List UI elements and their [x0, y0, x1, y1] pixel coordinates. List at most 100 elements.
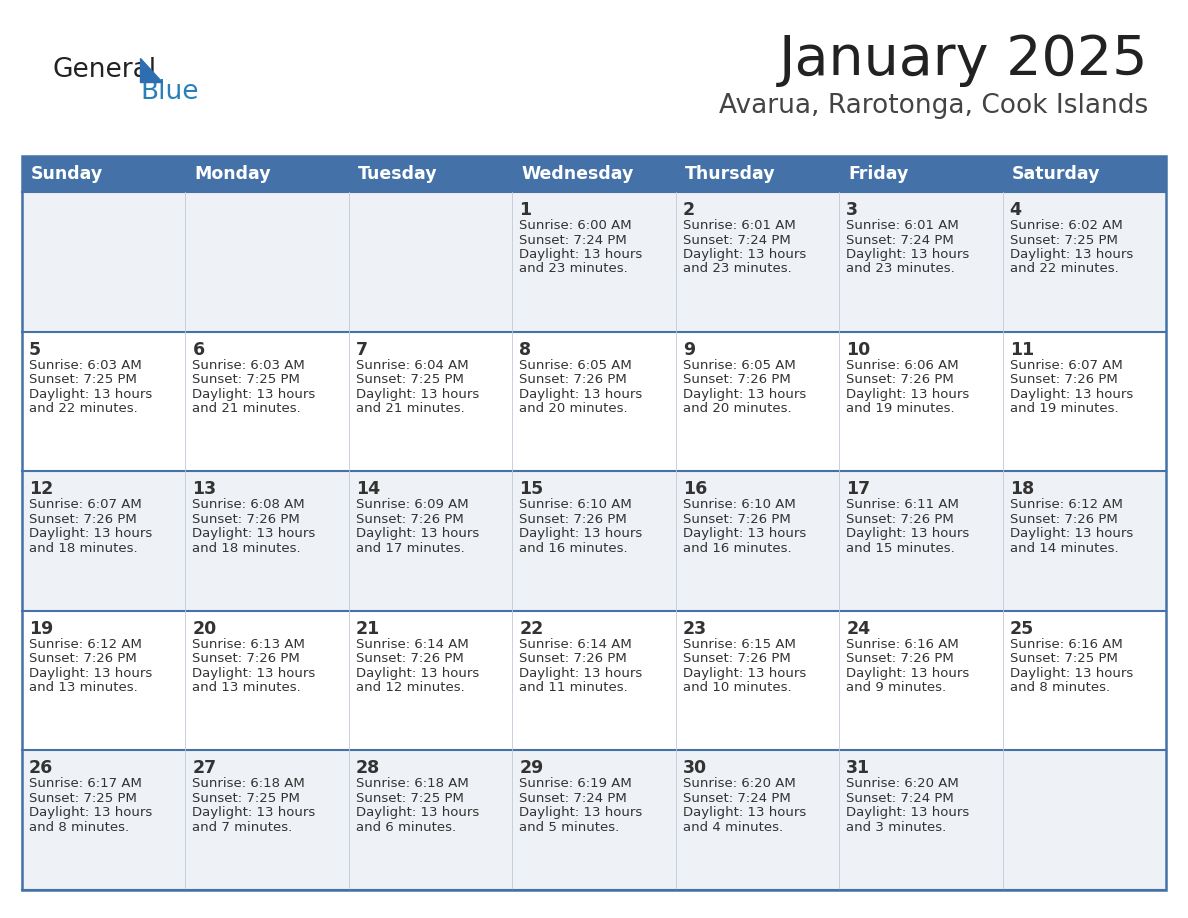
- Text: and 23 minutes.: and 23 minutes.: [846, 263, 955, 275]
- Text: Wednesday: Wednesday: [522, 165, 633, 183]
- Text: 10: 10: [846, 341, 871, 359]
- Text: and 17 minutes.: and 17 minutes.: [356, 542, 465, 554]
- Text: 23: 23: [683, 620, 707, 638]
- Text: and 13 minutes.: and 13 minutes.: [29, 681, 138, 694]
- Text: Monday: Monday: [195, 165, 271, 183]
- Text: Sunrise: 6:13 AM: Sunrise: 6:13 AM: [192, 638, 305, 651]
- Text: Sunset: 7:25 PM: Sunset: 7:25 PM: [192, 373, 301, 386]
- Text: Avarua, Rarotonga, Cook Islands: Avarua, Rarotonga, Cook Islands: [719, 93, 1148, 119]
- Text: Sunset: 7:24 PM: Sunset: 7:24 PM: [683, 233, 790, 247]
- Text: Sunset: 7:26 PM: Sunset: 7:26 PM: [846, 512, 954, 526]
- Bar: [512, 156, 676, 192]
- Text: 20: 20: [192, 620, 216, 638]
- Text: Sunset: 7:26 PM: Sunset: 7:26 PM: [356, 653, 463, 666]
- Text: Sunset: 7:26 PM: Sunset: 7:26 PM: [519, 653, 627, 666]
- Text: 14: 14: [356, 480, 380, 498]
- Text: 28: 28: [356, 759, 380, 778]
- Text: Daylight: 13 hours: Daylight: 13 hours: [846, 527, 969, 540]
- Text: Sunset: 7:24 PM: Sunset: 7:24 PM: [519, 792, 627, 805]
- Text: 29: 29: [519, 759, 544, 778]
- Text: General: General: [52, 57, 156, 83]
- Text: Friday: Friday: [848, 165, 909, 183]
- Text: Sunrise: 6:07 AM: Sunrise: 6:07 AM: [1010, 359, 1123, 372]
- Text: and 18 minutes.: and 18 minutes.: [192, 542, 301, 554]
- Text: and 21 minutes.: and 21 minutes.: [192, 402, 302, 415]
- Text: Sunset: 7:26 PM: Sunset: 7:26 PM: [192, 512, 301, 526]
- Text: Sunrise: 6:14 AM: Sunrise: 6:14 AM: [356, 638, 468, 651]
- Text: Sunset: 7:26 PM: Sunset: 7:26 PM: [683, 653, 790, 666]
- Polygon shape: [140, 58, 162, 82]
- Text: Sunset: 7:26 PM: Sunset: 7:26 PM: [1010, 512, 1118, 526]
- Text: and 9 minutes.: and 9 minutes.: [846, 681, 947, 694]
- Text: Sunset: 7:25 PM: Sunset: 7:25 PM: [356, 792, 463, 805]
- Text: 5: 5: [29, 341, 42, 359]
- Text: and 22 minutes.: and 22 minutes.: [29, 402, 138, 415]
- Text: Sunrise: 6:01 AM: Sunrise: 6:01 AM: [683, 219, 796, 232]
- Text: Daylight: 13 hours: Daylight: 13 hours: [519, 248, 643, 261]
- Text: and 10 minutes.: and 10 minutes.: [683, 681, 791, 694]
- Text: 7: 7: [356, 341, 368, 359]
- Text: 6: 6: [192, 341, 204, 359]
- Text: Daylight: 13 hours: Daylight: 13 hours: [519, 387, 643, 400]
- Text: January 2025: January 2025: [778, 33, 1148, 87]
- Text: Daylight: 13 hours: Daylight: 13 hours: [356, 527, 479, 540]
- Text: Tuesday: Tuesday: [358, 165, 437, 183]
- Text: Sunrise: 6:09 AM: Sunrise: 6:09 AM: [356, 498, 468, 511]
- Text: Daylight: 13 hours: Daylight: 13 hours: [356, 666, 479, 680]
- Text: Sunset: 7:25 PM: Sunset: 7:25 PM: [1010, 233, 1118, 247]
- Text: Daylight: 13 hours: Daylight: 13 hours: [29, 387, 152, 400]
- Text: 16: 16: [683, 480, 707, 498]
- Text: and 18 minutes.: and 18 minutes.: [29, 542, 138, 554]
- Text: Sunrise: 6:08 AM: Sunrise: 6:08 AM: [192, 498, 305, 511]
- Text: Sunset: 7:26 PM: Sunset: 7:26 PM: [192, 653, 301, 666]
- Text: Daylight: 13 hours: Daylight: 13 hours: [846, 666, 969, 680]
- Text: Sunrise: 6:14 AM: Sunrise: 6:14 AM: [519, 638, 632, 651]
- Text: Sunrise: 6:02 AM: Sunrise: 6:02 AM: [1010, 219, 1123, 232]
- Bar: [185, 156, 349, 192]
- Text: Daylight: 13 hours: Daylight: 13 hours: [29, 666, 152, 680]
- Text: 4: 4: [1010, 201, 1022, 219]
- Text: Sunrise: 6:20 AM: Sunrise: 6:20 AM: [846, 778, 959, 790]
- Text: Daylight: 13 hours: Daylight: 13 hours: [29, 527, 152, 540]
- Text: Sunrise: 6:16 AM: Sunrise: 6:16 AM: [846, 638, 959, 651]
- Text: and 4 minutes.: and 4 minutes.: [683, 821, 783, 834]
- Text: and 15 minutes.: and 15 minutes.: [846, 542, 955, 554]
- Text: Sunrise: 6:03 AM: Sunrise: 6:03 AM: [192, 359, 305, 372]
- Text: 17: 17: [846, 480, 871, 498]
- Text: 8: 8: [519, 341, 531, 359]
- Text: 30: 30: [683, 759, 707, 778]
- Text: Sunrise: 6:04 AM: Sunrise: 6:04 AM: [356, 359, 468, 372]
- Text: Sunset: 7:24 PM: Sunset: 7:24 PM: [683, 792, 790, 805]
- Text: Daylight: 13 hours: Daylight: 13 hours: [1010, 666, 1133, 680]
- Text: Sunrise: 6:10 AM: Sunrise: 6:10 AM: [519, 498, 632, 511]
- Text: and 3 minutes.: and 3 minutes.: [846, 821, 947, 834]
- Text: 2: 2: [683, 201, 695, 219]
- Text: 9: 9: [683, 341, 695, 359]
- Text: 25: 25: [1010, 620, 1034, 638]
- Text: Blue: Blue: [140, 79, 198, 105]
- Text: and 19 minutes.: and 19 minutes.: [846, 402, 955, 415]
- Text: 13: 13: [192, 480, 216, 498]
- Bar: [839, 156, 1003, 192]
- Bar: [23, 331, 1165, 471]
- Text: and 12 minutes.: and 12 minutes.: [356, 681, 465, 694]
- Text: Sunset: 7:25 PM: Sunset: 7:25 PM: [1010, 653, 1118, 666]
- Text: Daylight: 13 hours: Daylight: 13 hours: [846, 806, 969, 820]
- Text: Sunrise: 6:05 AM: Sunrise: 6:05 AM: [683, 359, 796, 372]
- Text: 27: 27: [192, 759, 216, 778]
- Text: Daylight: 13 hours: Daylight: 13 hours: [683, 806, 805, 820]
- Text: Sunrise: 6:00 AM: Sunrise: 6:00 AM: [519, 219, 632, 232]
- Text: Sunset: 7:26 PM: Sunset: 7:26 PM: [683, 512, 790, 526]
- Text: Sunset: 7:26 PM: Sunset: 7:26 PM: [519, 512, 627, 526]
- Text: 21: 21: [356, 620, 380, 638]
- Text: Sunrise: 6:12 AM: Sunrise: 6:12 AM: [29, 638, 141, 651]
- Text: and 16 minutes.: and 16 minutes.: [519, 542, 628, 554]
- Text: Sunrise: 6:11 AM: Sunrise: 6:11 AM: [846, 498, 959, 511]
- Text: Daylight: 13 hours: Daylight: 13 hours: [683, 248, 805, 261]
- Text: 12: 12: [29, 480, 53, 498]
- Text: and 5 minutes.: and 5 minutes.: [519, 821, 619, 834]
- Text: 1: 1: [519, 201, 531, 219]
- Text: 3: 3: [846, 201, 858, 219]
- Text: 26: 26: [29, 759, 53, 778]
- Text: Daylight: 13 hours: Daylight: 13 hours: [519, 666, 643, 680]
